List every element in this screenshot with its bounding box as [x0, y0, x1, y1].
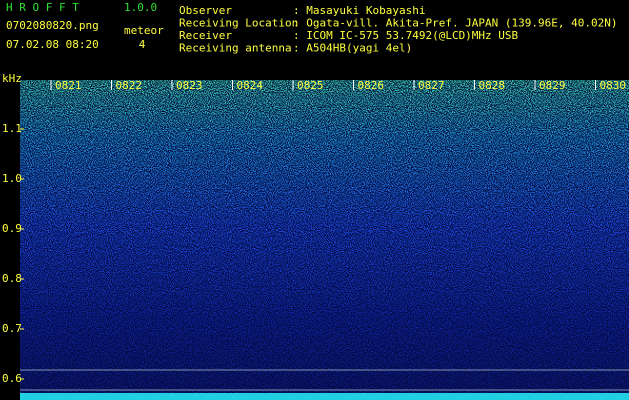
info-label: Observer	[179, 4, 232, 17]
info-label: Receiving Location	[179, 17, 298, 30]
time-tick-label: 0826	[358, 79, 385, 92]
time-tick-label: 0830	[600, 79, 627, 92]
time-tick-label: 0825	[297, 79, 324, 92]
meteor-label: meteor	[124, 24, 164, 37]
time-tick-label: 0829	[539, 79, 566, 92]
noise-floor-band	[20, 393, 629, 400]
meteor-count: 4	[139, 38, 146, 51]
spectrogram-noise	[20, 80, 629, 400]
info-label: Receiving antenna	[179, 42, 292, 55]
frequency-tick-label: 0.7	[2, 322, 22, 335]
time-tick-label: 0824	[237, 79, 264, 92]
app-name: H R O F F T	[6, 1, 79, 14]
app-version: 1.0.0	[124, 1, 157, 14]
frequency-unit: kHz	[2, 72, 22, 85]
frequency-tick-label: 1.1	[2, 122, 22, 135]
frequency-tick-label: 1.0	[2, 172, 22, 185]
time-tick-label: 0821	[55, 79, 82, 92]
datetime: 07.02.08 08:20	[6, 38, 99, 51]
info-value: : ICOM IC-575 53.7492(@LCD)MHz USB	[293, 29, 519, 42]
info-value: : A504HB(yagi 4el)	[293, 42, 412, 55]
time-tick-label: 0827	[418, 79, 445, 92]
info-value: : Masayuki Kobayashi	[293, 4, 425, 17]
time-tick-label: 0823	[176, 79, 203, 92]
frequency-tick-label: 0.8	[2, 272, 22, 285]
info-label: Receiver	[179, 29, 232, 42]
time-tick-label: 0822	[116, 79, 143, 92]
info-value: : Ogata-vill. Akita-Pref. JAPAN (139.96E…	[293, 17, 618, 30]
time-tick-label: 0828	[479, 79, 506, 92]
file-name: 0702080820.png	[6, 19, 99, 32]
frequency-tick-label: 0.6	[2, 372, 22, 385]
frequency-tick-label: 0.9	[2, 222, 22, 235]
